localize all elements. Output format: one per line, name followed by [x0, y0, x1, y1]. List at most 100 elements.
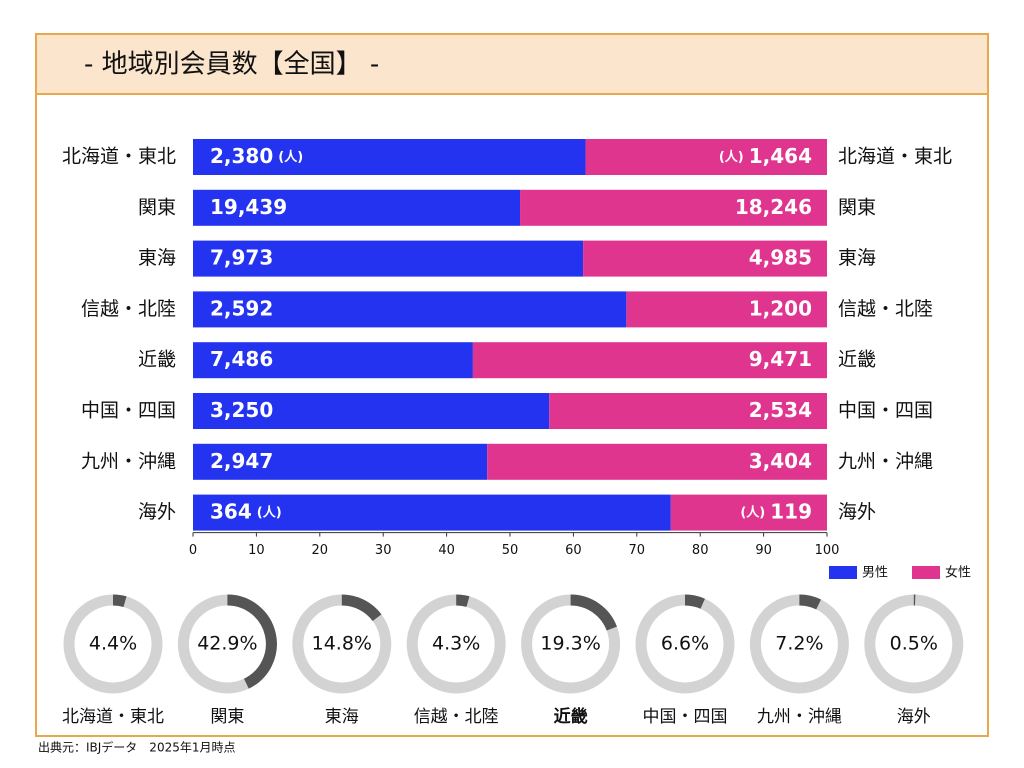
y-label-left: 東海	[138, 247, 176, 269]
value-text: 2,380	[210, 144, 273, 168]
bar	[193, 443, 488, 480]
y-label-left: 北海道・東北	[62, 146, 176, 168]
legend-label: 女性	[945, 565, 971, 581]
y-label-right: 関東	[838, 196, 876, 218]
value-text: 7,486	[210, 347, 273, 371]
donut-arc	[341, 594, 382, 622]
legend-swatch	[829, 566, 857, 579]
legend-label: 男性	[862, 566, 888, 581]
bar	[193, 393, 550, 429]
y-label-left: 中国・四国	[81, 400, 176, 422]
donut-category: 関東	[210, 707, 244, 727]
y-label-left: 関東	[138, 196, 176, 218]
donut-label: 4.3%	[432, 633, 480, 655]
bar	[487, 443, 827, 480]
value-text: 18,246	[735, 194, 812, 218]
bar	[472, 342, 827, 379]
value-label: 3,404	[749, 448, 812, 472]
y-label-left: 信越・北陸	[81, 298, 176, 320]
legend-swatch	[912, 566, 940, 579]
donut-category: 中国・四国	[643, 707, 728, 727]
y-label-right: 海外	[838, 501, 876, 523]
value-text: 2,947	[210, 448, 273, 472]
value-label: 2,947	[210, 448, 273, 472]
bar	[670, 494, 827, 531]
bar	[193, 291, 627, 328]
value-label: 4,985	[749, 245, 812, 269]
x-tick-label: 80	[692, 543, 709, 558]
bar	[549, 393, 827, 429]
value-label: 2,534	[749, 398, 812, 422]
value-text: 119	[770, 499, 812, 523]
value-text: 2,592	[210, 296, 273, 320]
header	[35, 33, 989, 95]
value-label: (人) 119	[740, 499, 812, 523]
donut-label: 14.8%	[312, 633, 372, 655]
bar	[520, 189, 827, 226]
bar	[193, 494, 671, 531]
value-label: 2,380 (人)	[210, 144, 303, 168]
donut-arc	[799, 594, 822, 610]
donut-label: 7.2%	[775, 633, 823, 655]
bar	[193, 189, 521, 226]
value-text: 7,973	[210, 245, 273, 269]
value-text: 4,985	[749, 245, 812, 269]
value-label: 7,486	[210, 347, 273, 371]
x-tick-label: 60	[565, 543, 582, 558]
donut-label: 4.4%	[89, 633, 137, 655]
x-tick-label: 70	[629, 543, 646, 558]
x-tick-label: 100	[815, 543, 840, 558]
unit-label: (人)	[740, 504, 765, 520]
value-text: 9,471	[749, 347, 812, 371]
bar	[583, 240, 827, 277]
value-text: 1,464	[749, 144, 812, 168]
value-label: 7,973	[210, 245, 273, 269]
donut-category: 信越・北陸	[414, 707, 499, 727]
y-label-right: 北海道・東北	[838, 146, 952, 168]
y-label-right: 東海	[838, 247, 876, 269]
donut-label: 42.9%	[197, 633, 257, 655]
donut-arc	[456, 594, 470, 607]
y-label-left: 海外	[138, 501, 176, 523]
y-label-right: 九州・沖縄	[838, 450, 933, 472]
value-text: 2,534	[749, 398, 812, 422]
x-tick-label: 90	[755, 543, 772, 558]
y-label-right: 近畿	[838, 349, 876, 371]
value-label: 19,439	[210, 194, 287, 218]
bar	[193, 240, 584, 277]
x-tick-label: 20	[312, 543, 329, 558]
donut-category: 近畿	[554, 706, 588, 727]
value-label: 3,250	[210, 398, 273, 422]
value-label: 2,592	[210, 296, 273, 320]
value-label: 364 (人)	[210, 499, 282, 523]
x-tick-label: 0	[189, 543, 197, 558]
value-text: 19,439	[210, 194, 287, 218]
donut-label: 19.3%	[540, 633, 600, 655]
value-text: 3,250	[210, 398, 273, 422]
bar	[585, 139, 827, 175]
donut-category: 東海	[325, 707, 359, 727]
value-text: 3,404	[749, 448, 812, 472]
y-label-right: 中国・四国	[838, 400, 933, 422]
x-tick-label: 10	[248, 543, 265, 558]
donut-label: 0.5%	[890, 633, 938, 655]
donut-arc	[570, 594, 617, 631]
unit-label: (人)	[257, 504, 282, 520]
y-label-left: 九州・沖縄	[81, 450, 176, 472]
donut-category: 北海道・東北	[62, 707, 164, 727]
title: - 地域別会員数【全国】 -	[84, 50, 379, 80]
unit-label: (人)	[278, 149, 303, 165]
donut-category: 海外	[897, 707, 931, 727]
value-text: 1,200	[749, 296, 812, 320]
donut-label: 6.6%	[661, 633, 709, 655]
bar	[626, 291, 827, 328]
x-tick-label: 30	[375, 543, 392, 558]
value-label: 9,471	[749, 347, 812, 371]
value-label: 18,246	[735, 194, 812, 218]
value-label: (人) 1,464	[719, 144, 812, 168]
y-label-right: 信越・北陸	[838, 298, 933, 320]
y-label-left: 近畿	[138, 349, 176, 371]
x-tick-label: 50	[502, 543, 519, 558]
